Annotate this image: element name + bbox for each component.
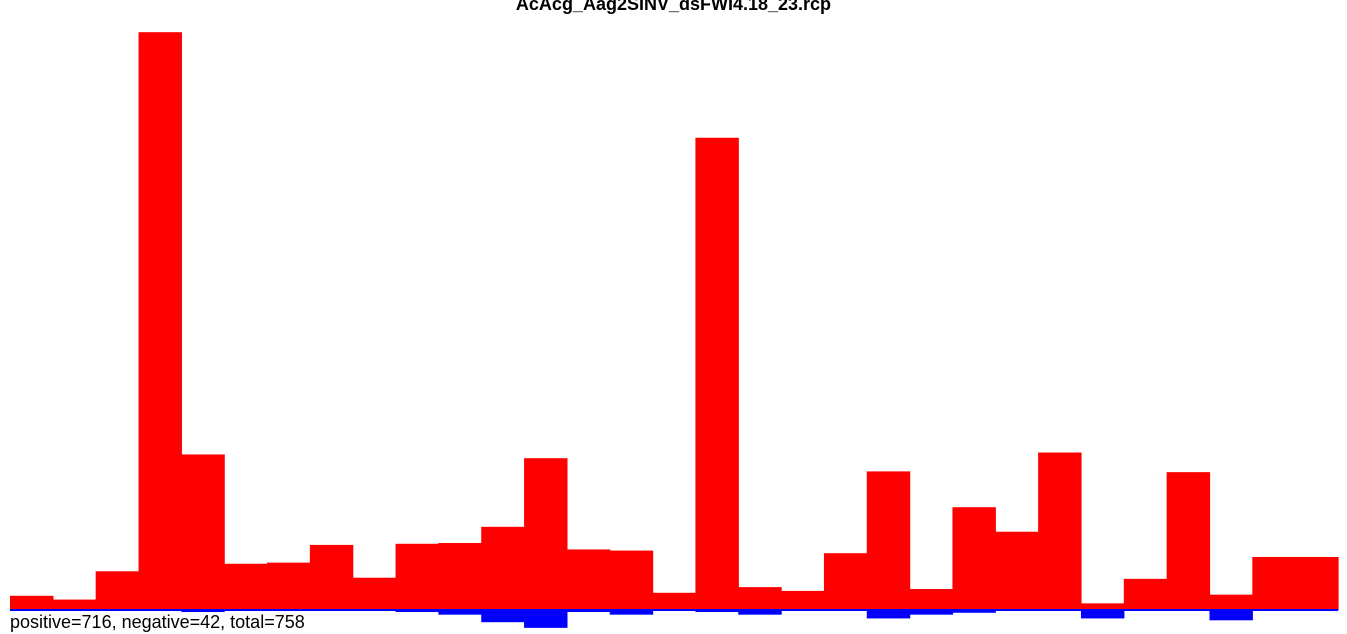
negative-bar [524, 609, 568, 628]
positive-bar [438, 543, 482, 609]
negative-bar [781, 609, 825, 611]
positive-bar [866, 471, 911, 609]
negative-bar [1080, 609, 1125, 619]
negative-bar [952, 609, 996, 613]
negative-bar [866, 609, 911, 619]
negative-bar [566, 609, 611, 613]
negative-bar [1123, 609, 1168, 611]
negative-bar [438, 609, 482, 615]
positive-bar [267, 562, 311, 609]
positive-bar [1080, 603, 1125, 610]
negative-bar [224, 609, 268, 611]
summary-counts: positive=716, negative=42, total=758 [10, 612, 305, 632]
negative-bar [481, 609, 525, 623]
positive-bar [1038, 452, 1082, 609]
positive-bar [352, 577, 397, 609]
negative-bar [1038, 609, 1082, 611]
zero-baseline [10, 609, 1338, 611]
negative-bars [10, 609, 1339, 628]
negative-bar [738, 609, 782, 615]
negative-bar [1252, 609, 1296, 611]
negative-bar [909, 609, 954, 615]
positive-bar [781, 590, 825, 609]
positive-bar [181, 454, 225, 609]
positive-bar [738, 587, 782, 609]
negative-bar [1295, 609, 1339, 611]
positive-bar [52, 599, 97, 610]
positive-bar [10, 595, 54, 609]
positive-bar [652, 592, 697, 609]
positive-bar [1209, 594, 1253, 609]
negative-bar [695, 609, 739, 613]
positive-bar [823, 553, 868, 609]
negative-bar [395, 609, 439, 613]
positive-bar [395, 543, 439, 609]
positive-bar [695, 137, 739, 609]
positive-bar [609, 550, 654, 610]
positive-bar [95, 571, 140, 609]
positive-bar [481, 526, 525, 609]
positive-bar [309, 544, 354, 609]
positive-bar [909, 589, 954, 609]
negative-bar [267, 609, 311, 611]
positive-bars [10, 32, 1339, 610]
chart-title: AcAcg_Aag2SINV_dsFWI4.18_23.rcp [515, 0, 832, 14]
negative-bar [1209, 609, 1253, 621]
negative-bar [138, 609, 182, 611]
positive-bar [1252, 556, 1296, 609]
positive-bar [995, 531, 1039, 609]
negative-bar [609, 609, 654, 615]
negative-bar [352, 609, 397, 611]
positive-bar [952, 507, 996, 609]
positive-bar [138, 32, 182, 609]
positive-bar [1295, 556, 1339, 609]
positive-bar [1166, 472, 1211, 609]
positive-bar [1123, 578, 1168, 609]
positive-bar [566, 549, 611, 609]
negative-bar [309, 609, 354, 611]
positive-bar [524, 458, 568, 609]
negative-bar [181, 609, 225, 613]
positive-bar [224, 563, 268, 609]
negative-bar [995, 609, 1039, 611]
